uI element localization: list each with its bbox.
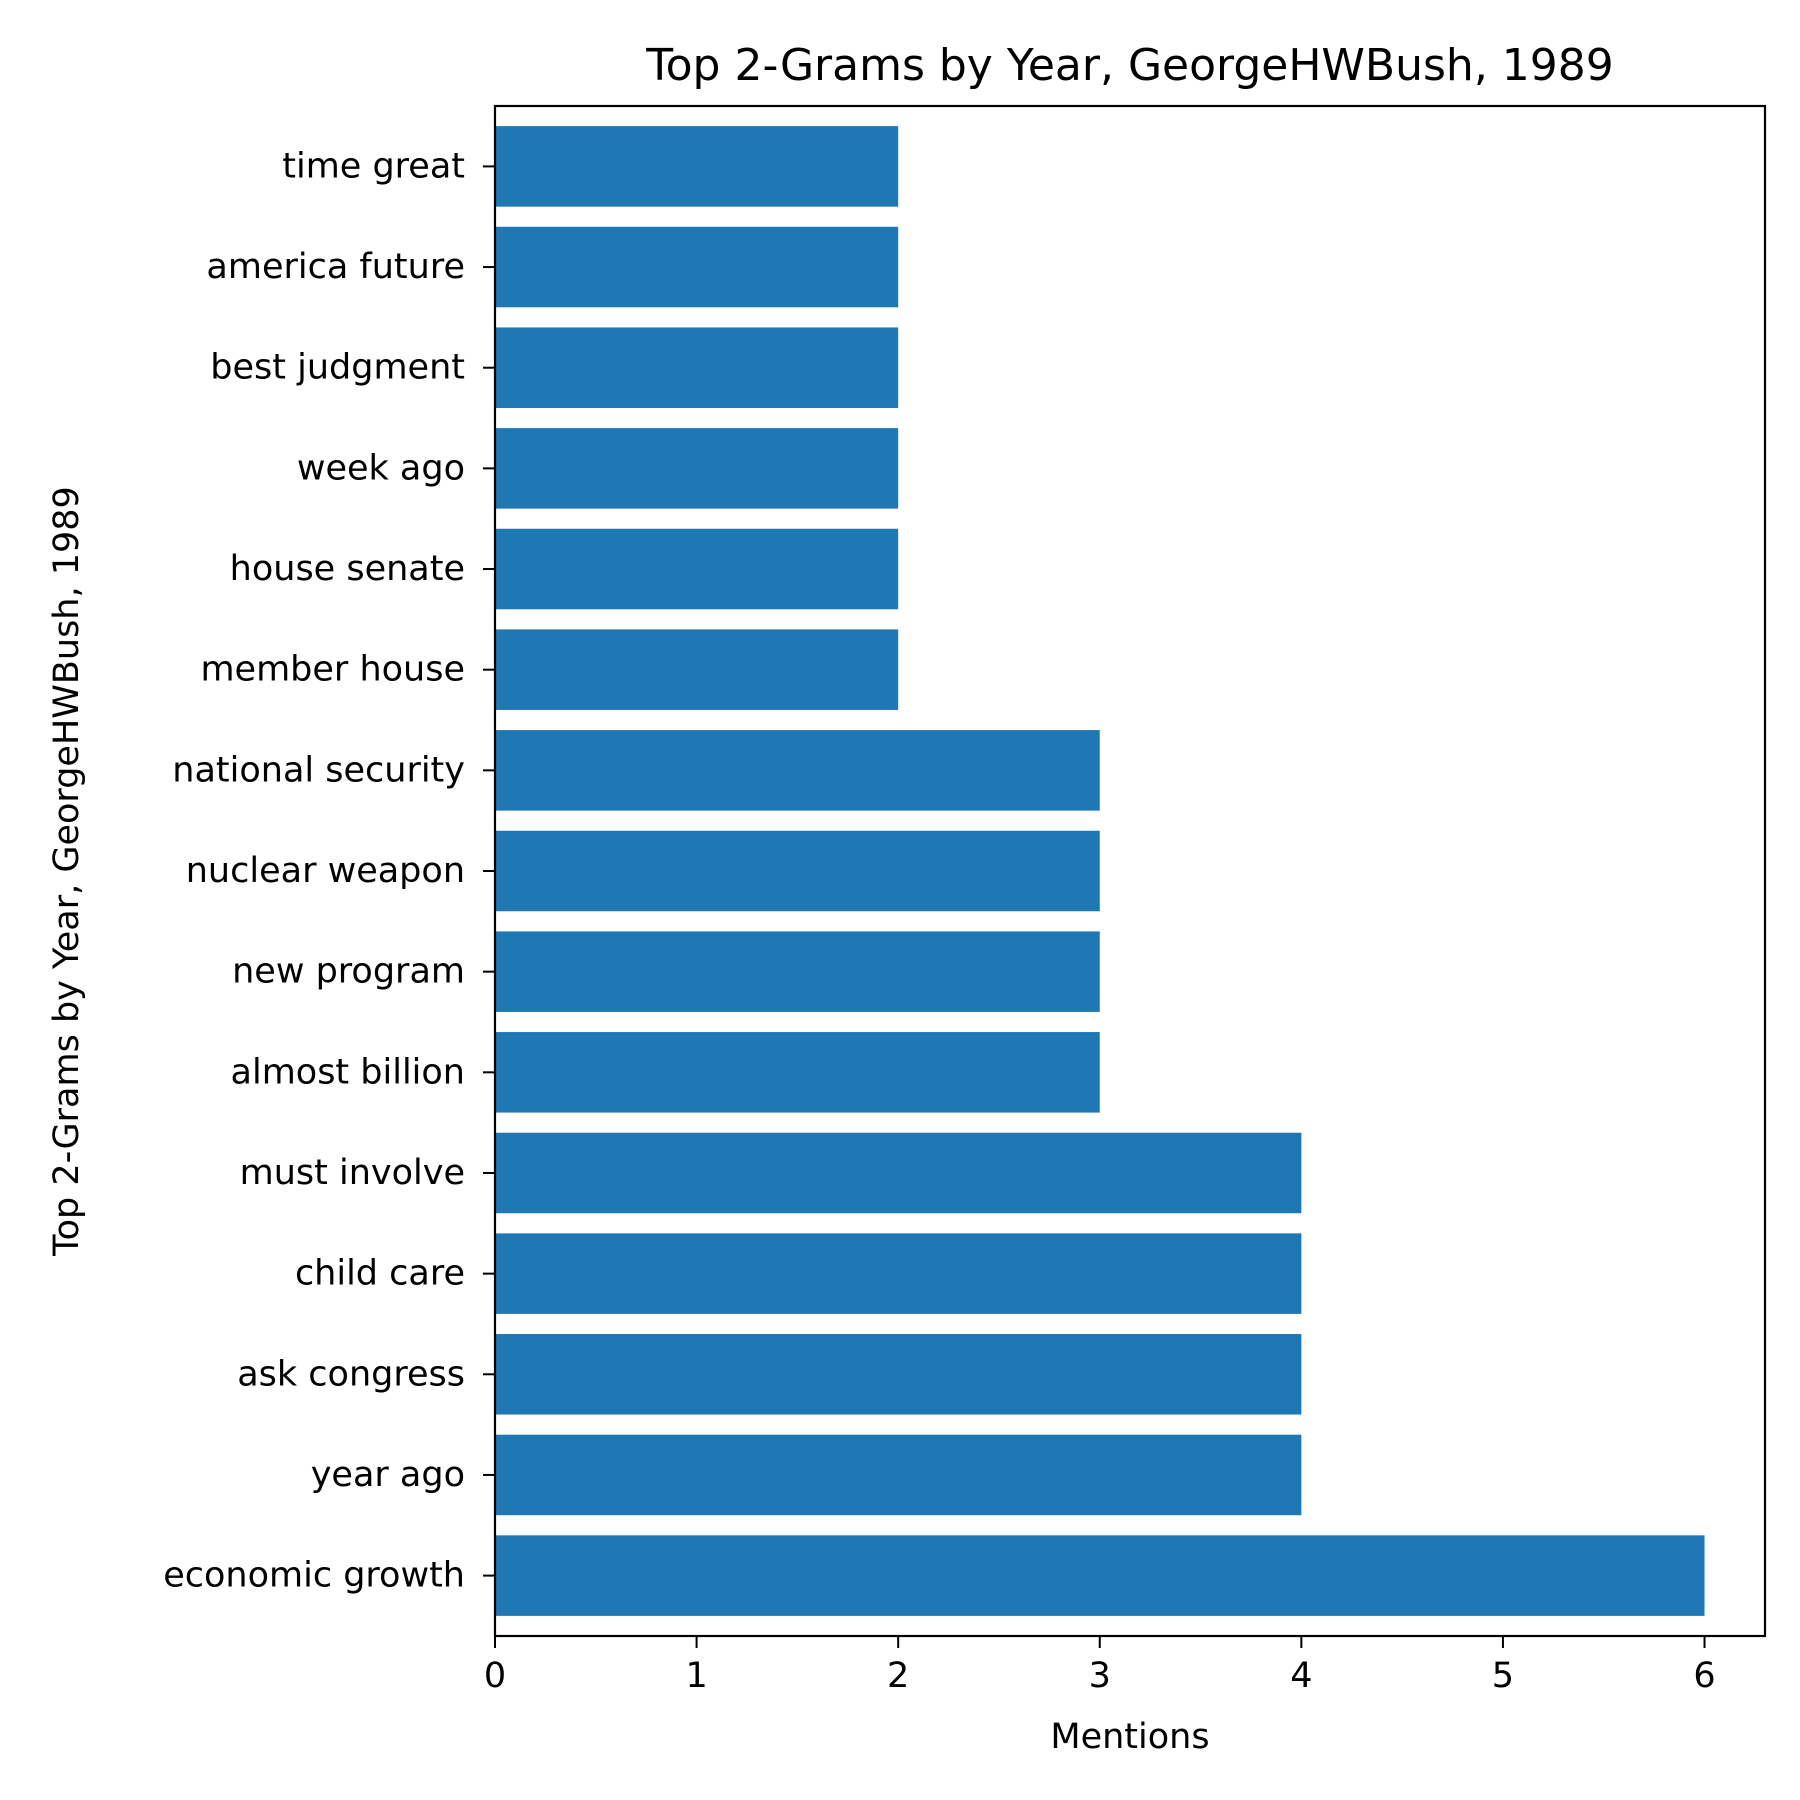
y-tick-label: must involve — [240, 1153, 465, 1193]
y-tick-label: member house — [200, 650, 465, 690]
y-tick-label: house senate — [230, 549, 465, 589]
bar-economic-growth — [495, 1535, 1705, 1616]
y-tick-label: child care — [295, 1254, 465, 1294]
x-tick-label: 3 — [1089, 1656, 1111, 1696]
bar-week-ago — [495, 428, 899, 509]
bars-layer — [495, 126, 1705, 1616]
y-tick-label: nuclear weapon — [186, 851, 465, 891]
bar-must-involve — [495, 1132, 1302, 1214]
y-tick-label: national security — [172, 750, 465, 790]
y-tick-label: best judgment — [210, 348, 465, 388]
y-tick-label: america future — [206, 247, 465, 287]
bar-time-great — [495, 126, 899, 207]
y-tick-label: new program — [232, 952, 465, 992]
y-tick-label: week ago — [297, 448, 465, 488]
x-tick-label: 0 — [484, 1656, 506, 1696]
bar-nuclear-weapon — [495, 830, 1100, 912]
plot-frame — [493, 104, 1767, 1638]
bar-almost-billion — [495, 1032, 1100, 1113]
bar-best-judgment — [495, 327, 899, 408]
bar-house-senate — [495, 528, 899, 610]
y-tick-label: economic growth — [163, 1556, 465, 1596]
bar-child-care — [495, 1233, 1302, 1314]
y-tick-label: year ago — [311, 1455, 465, 1495]
y-tick-label: ask congress — [237, 1354, 465, 1394]
x-axis-label: Mentions — [1050, 1717, 1209, 1757]
x-tick-label: 6 — [1693, 1656, 1715, 1696]
x-tick-label: 4 — [1290, 1656, 1312, 1696]
x-tick-label: 1 — [685, 1656, 707, 1696]
x-tick-label: 5 — [1492, 1656, 1514, 1696]
bar-member-house — [495, 629, 899, 710]
y-tick-label: time great — [282, 146, 465, 186]
ticks-layer: economic growth year ago ask congress child… — [163, 146, 1715, 1696]
y-tick-label: almost billion — [231, 1052, 465, 1092]
x-tick-label: 2 — [887, 1656, 909, 1696]
bar-america-future — [495, 226, 899, 308]
bar-new-program — [495, 931, 1100, 1012]
bar-ask-congress — [495, 1334, 1302, 1415]
y-axis-label: Top 2-Grams by Year, GeorgeHWBush, 1989 — [47, 486, 87, 1257]
bar-year-ago — [495, 1434, 1302, 1516]
chart-title: Top 2-Grams by Year, GeorgeHWBush, 1989 — [645, 40, 1614, 91]
bar-national-security — [495, 730, 1100, 811]
